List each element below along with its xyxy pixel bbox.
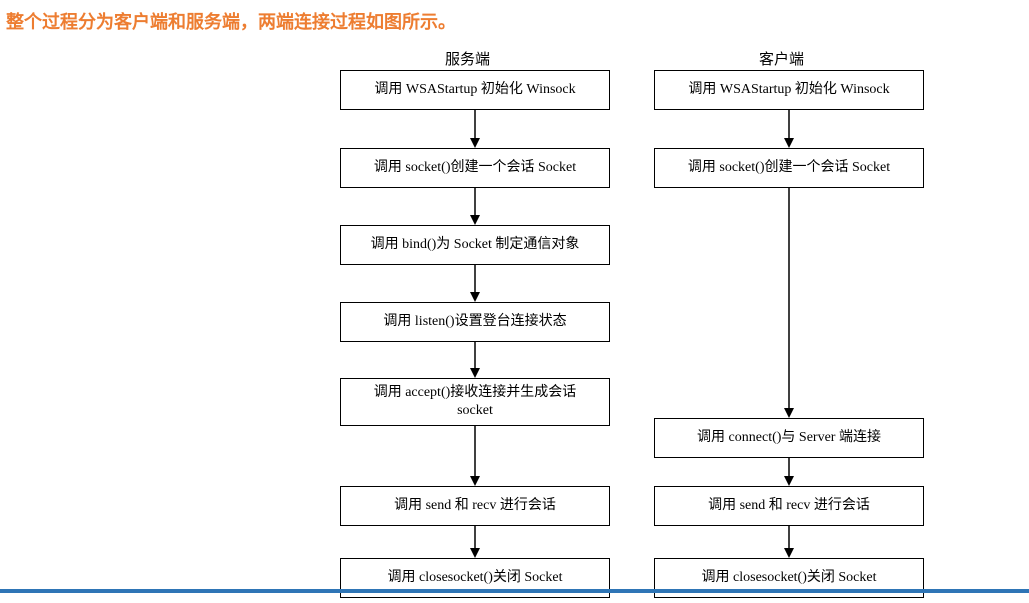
server-node: 调用 send 和 recv 进行会话 [340,486,610,526]
page-title: 整个过程分为客户端和服务端，两端连接过程如图所示。 [6,8,456,34]
bottom-divider [0,589,1029,593]
client-node: 调用 send 和 recv 进行会话 [654,486,924,526]
server-node: 调用 accept()接收连接并生成会话socket [340,378,610,426]
server-node: 调用 listen()设置登台连接状态 [340,302,610,342]
server-node: 调用 bind()为 Socket 制定通信对象 [340,225,610,265]
client-node: 调用 WSAStartup 初始化 Winsock [654,70,924,110]
client-node: 调用 connect()与 Server 端连接 [654,418,924,458]
server-node: 调用 WSAStartup 初始化 Winsock [340,70,610,110]
client-header: 客户端 [759,48,804,69]
client-node: 调用 socket()创建一个会话 Socket [654,148,924,188]
server-header: 服务端 [445,48,490,69]
server-node: 调用 socket()创建一个会话 Socket [340,148,610,188]
